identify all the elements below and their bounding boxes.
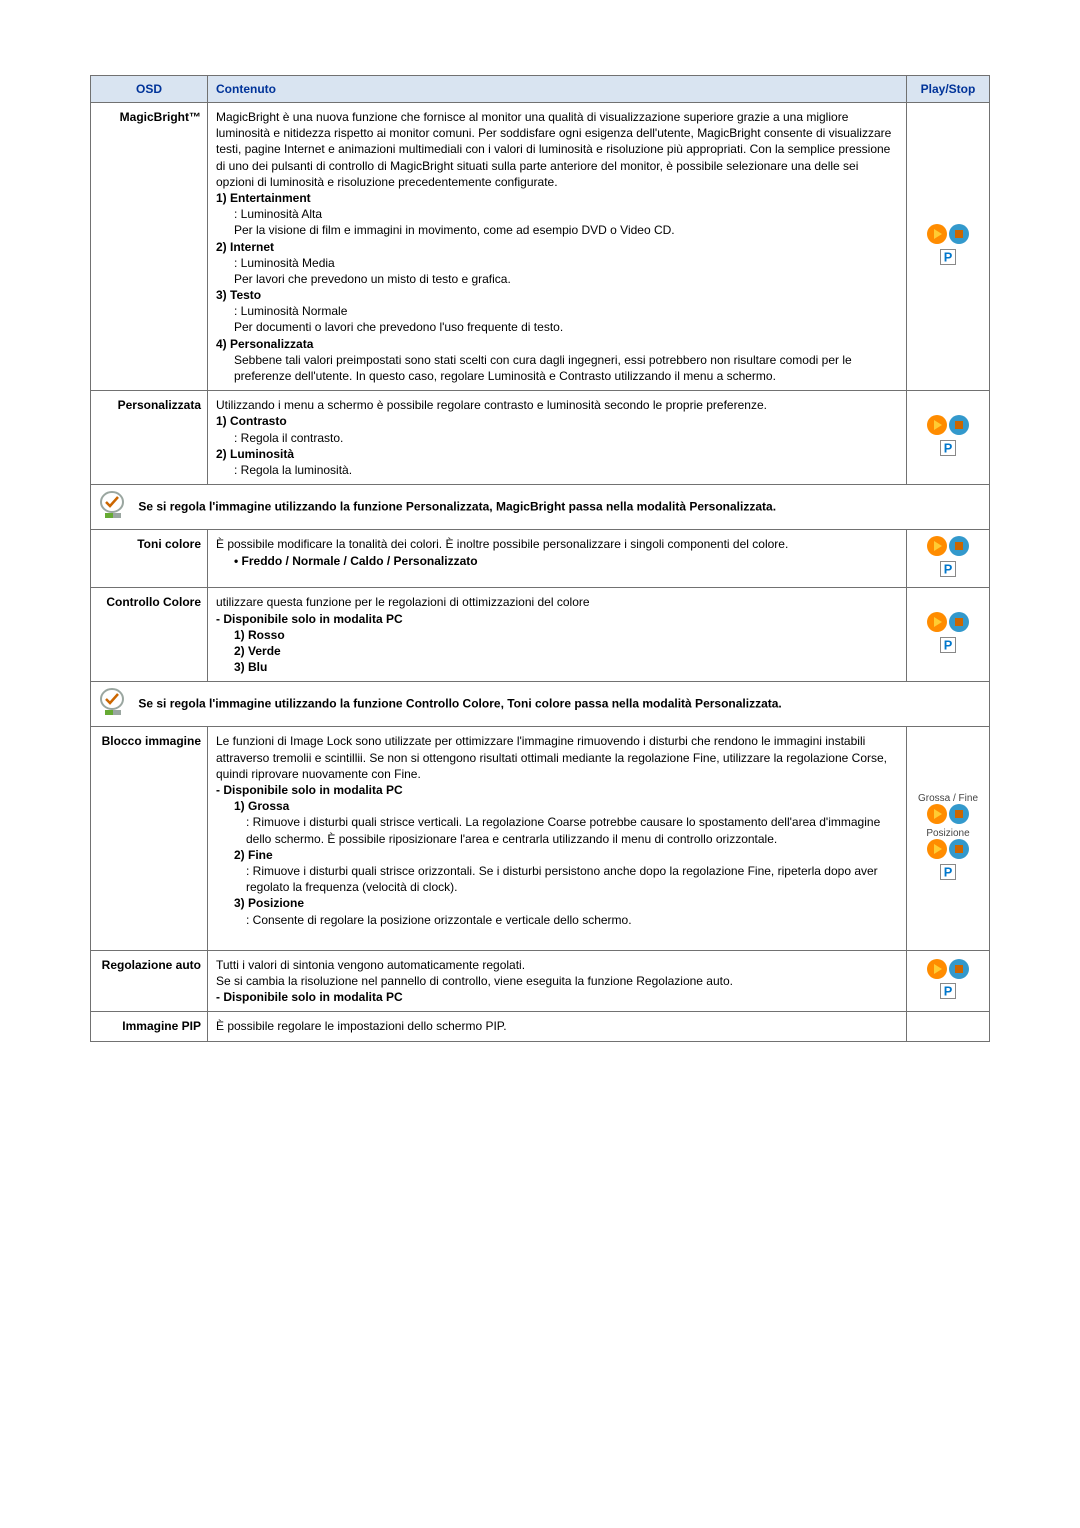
play-label: Posizione bbox=[918, 828, 978, 839]
playstop-cell: P bbox=[907, 391, 990, 485]
play-label: Grossa / Fine bbox=[918, 793, 978, 804]
osd-cell-personalizzata: Personalizzata bbox=[91, 391, 208, 485]
option-sub: : Luminosità Alta bbox=[216, 206, 898, 222]
text: Se si cambia la risoluzione nel pannello… bbox=[216, 974, 733, 988]
option-desc: Per documenti o lavori che prevedono l'u… bbox=[216, 319, 898, 335]
table-row: Personalizzata Utilizzando i menu a sche… bbox=[91, 391, 990, 485]
table-row: Regolazione auto Tutti i valori di sinto… bbox=[91, 950, 990, 1012]
option-desc: : Rimuove i disturbi quali strisce orizz… bbox=[216, 863, 898, 895]
p-icon[interactable]: P bbox=[940, 448, 956, 459]
bullet: • Freddo / Normale / Caldo / Personalizz… bbox=[234, 554, 478, 568]
content-cell-controllo: utilizzare questa funzione per le regola… bbox=[208, 588, 907, 682]
p-icon[interactable]: P bbox=[940, 257, 956, 268]
playstop-cell: P bbox=[907, 588, 990, 682]
option-title: 4) Personalizzata bbox=[216, 337, 313, 351]
svg-text:P: P bbox=[944, 864, 953, 879]
text: Utilizzando i menu a schermo è possibile… bbox=[216, 398, 767, 412]
option-desc: : Consente di regolare la posizione oriz… bbox=[216, 912, 898, 928]
content-cell-personalizzata: Utilizzando i menu a schermo è possibile… bbox=[208, 391, 907, 485]
svg-text:P: P bbox=[944, 249, 953, 264]
svg-text:P: P bbox=[944, 561, 953, 576]
option-title: 3) Testo bbox=[216, 288, 261, 302]
option-desc: Per la visione di film e immagini in mov… bbox=[216, 222, 898, 238]
play-stop-icon[interactable] bbox=[927, 427, 969, 438]
option-desc: : Rimuove i disturbi quali strisce verti… bbox=[216, 814, 898, 846]
p-icon[interactable]: P bbox=[940, 569, 956, 580]
playstop-cell: P bbox=[907, 530, 990, 588]
option: 3) Blu bbox=[234, 660, 267, 674]
table-row: Immagine PIP È possibile regolare le imp… bbox=[91, 1012, 990, 1041]
table-row: Toni colore È possibile modificare la to… bbox=[91, 530, 990, 588]
option-sub: : Luminosità Normale bbox=[216, 303, 898, 319]
table-row: Controllo Colore utilizzare questa funzi… bbox=[91, 588, 990, 682]
option-title: 2) Fine bbox=[234, 848, 273, 862]
svg-text:P: P bbox=[944, 440, 953, 455]
svg-text:P: P bbox=[944, 984, 953, 999]
table-row: Blocco immagine Le funzioni di Image Loc… bbox=[91, 727, 990, 950]
note-row: Se si regola l'immagine utilizzando la f… bbox=[91, 485, 990, 530]
p-icon[interactable]: P bbox=[940, 872, 956, 883]
option-desc: : Regola il contrasto. bbox=[216, 430, 898, 446]
note-text: Se si regola l'immagine utilizzando la f… bbox=[138, 499, 776, 513]
page: OSD Contenuto Play/Stop MagicBright™ Mag… bbox=[0, 0, 1080, 1062]
content-cell-immagine-pip: È possibile regolare le impostazioni del… bbox=[208, 1012, 907, 1041]
content-cell-toni: È possibile modificare la tonalità dei c… bbox=[208, 530, 907, 588]
svg-text:P: P bbox=[944, 637, 953, 652]
text: utilizzare questa funzione per le regola… bbox=[216, 595, 590, 609]
note-text: Se si regola l'immagine utilizzando la f… bbox=[138, 697, 781, 711]
content-cell-regolazione: Tutti i valori di sintonia vengono autom… bbox=[208, 950, 907, 1012]
header-osd: OSD bbox=[91, 76, 208, 103]
p-icon[interactable]: P bbox=[940, 645, 956, 656]
p-icon[interactable]: P bbox=[940, 991, 956, 1002]
text: MagicBright è una nuova funzione che for… bbox=[216, 110, 891, 189]
playstop-cell: Grossa / Fine Posizione P bbox=[907, 727, 990, 950]
option-desc: Per lavori che prevedono un misto di tes… bbox=[216, 271, 898, 287]
text: Le funzioni di Image Lock sono utilizzat… bbox=[216, 734, 887, 780]
play-stop-icon[interactable] bbox=[927, 816, 969, 827]
play-stop-icon[interactable] bbox=[927, 971, 969, 982]
note-cell: Se si regola l'immagine utilizzando la f… bbox=[91, 682, 990, 727]
option-title: 2) Internet bbox=[216, 240, 274, 254]
option-sub: : Luminosità Media bbox=[216, 255, 898, 271]
play-stop-icon[interactable] bbox=[927, 624, 969, 635]
osd-cell-blocco: Blocco immagine bbox=[91, 727, 208, 950]
osd-cell-magicbright: MagicBright™ bbox=[91, 103, 208, 391]
note-icon bbox=[99, 491, 129, 523]
option-title: 1) Entertainment bbox=[216, 191, 311, 205]
note-cell: Se si regola l'immagine utilizzando la f… bbox=[91, 485, 990, 530]
play-stop-icon[interactable] bbox=[927, 236, 969, 247]
osd-cell-toni: Toni colore bbox=[91, 530, 208, 588]
note-icon bbox=[99, 688, 129, 720]
option-title: 2) Luminosità bbox=[216, 447, 294, 461]
option-title: 1) Contrasto bbox=[216, 414, 287, 428]
play-stop-icon[interactable] bbox=[927, 851, 969, 862]
playstop-cell bbox=[907, 1012, 990, 1041]
option-desc: : Regola la luminosità. bbox=[216, 462, 898, 478]
header-playstop: Play/Stop bbox=[907, 76, 990, 103]
osd-cell-regolazione: Regolazione auto bbox=[91, 950, 208, 1012]
note-row: Se si regola l'immagine utilizzando la f… bbox=[91, 682, 990, 727]
subtitle: - Disponibile solo in modalita PC bbox=[216, 783, 403, 797]
table-row: MagicBright™ MagicBright è una nuova fun… bbox=[91, 103, 990, 391]
option-title: 1) Grossa bbox=[234, 799, 289, 813]
playstop-cell: P bbox=[907, 103, 990, 391]
subtitle: - Disponibile solo in modalita PC bbox=[216, 612, 403, 626]
option: 2) Verde bbox=[234, 644, 281, 658]
osd-cell-immagine-pip: Immagine PIP bbox=[91, 1012, 208, 1041]
text: Tutti i valori di sintonia vengono autom… bbox=[216, 958, 525, 972]
text: È possibile regolare le impostazioni del… bbox=[216, 1019, 507, 1033]
text: È possibile modificare la tonalità dei c… bbox=[216, 537, 788, 551]
subtitle: - Disponibile solo in modalita PC bbox=[216, 990, 403, 1004]
header-contenuto: Contenuto bbox=[208, 76, 907, 103]
osd-cell-controllo: Controllo Colore bbox=[91, 588, 208, 682]
playstop-cell: P bbox=[907, 950, 990, 1012]
option-desc: Sebbene tali valori preimpostati sono st… bbox=[216, 352, 898, 384]
play-stop-icon[interactable] bbox=[927, 548, 969, 559]
table-header-row: OSD Contenuto Play/Stop bbox=[91, 76, 990, 103]
option-title: 3) Posizione bbox=[234, 896, 304, 910]
option: 1) Rosso bbox=[234, 628, 285, 642]
content-cell-magicbright: MagicBright è una nuova funzione che for… bbox=[208, 103, 907, 391]
content-cell-blocco: Le funzioni di Image Lock sono utilizzat… bbox=[208, 727, 907, 950]
osd-table: OSD Contenuto Play/Stop MagicBright™ Mag… bbox=[90, 75, 990, 1042]
